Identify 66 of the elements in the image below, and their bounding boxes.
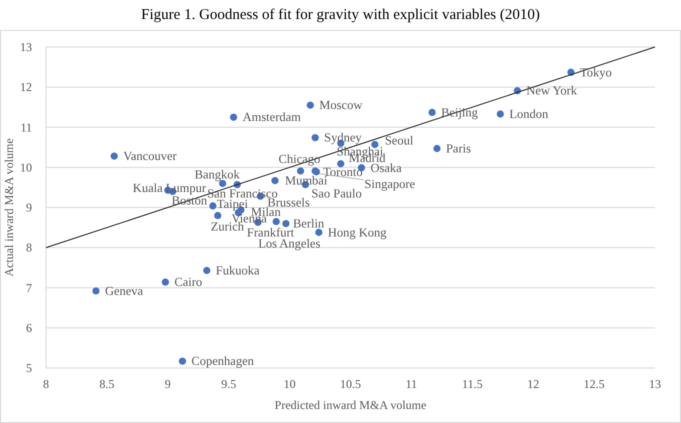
point	[272, 218, 280, 226]
point	[296, 167, 304, 175]
point	[433, 144, 441, 152]
point	[271, 177, 279, 184]
annotation: Tokyo	[580, 65, 612, 80]
annotation: Frankfurt	[246, 225, 295, 240]
x-tick-label: 12.5	[584, 377, 605, 391]
annotation: London	[509, 107, 549, 122]
point	[337, 160, 344, 168]
y-tick-label: 7	[26, 280, 32, 295]
x-tick-label: 8.5	[99, 377, 114, 391]
x-tick-label: 12	[527, 377, 540, 391]
annotation: Osaka	[370, 160, 402, 175]
y-axis-title: Actual inward M&A volume	[2, 138, 16, 277]
point	[312, 134, 319, 142]
x-axis-title: Predicted inward M&A volume	[274, 398, 426, 412]
y-tick-label: 11	[20, 120, 32, 134]
y-tick-label: 5	[26, 361, 32, 375]
x-tick-label: 9	[164, 377, 171, 391]
annotation: Amsterdam	[242, 110, 302, 124]
annotation: Vancouver	[123, 149, 178, 164]
annotation: Geneva	[104, 284, 144, 298]
annotation: Los Angeles	[258, 236, 320, 251]
annotation: Singapore	[364, 176, 416, 191]
chart-title: Figure 1. Goodness of fit for gravity with explicit variables (2010)	[141, 7, 540, 23]
point	[428, 108, 436, 116]
x-tick-label: 11	[406, 377, 418, 391]
annotation: Hong Kong	[328, 225, 388, 240]
annotation: Seoul	[384, 134, 414, 148]
annotation: Moscow	[319, 98, 362, 112]
point	[230, 114, 238, 121]
y-tick-label: 6	[26, 320, 32, 335]
point	[92, 287, 100, 295]
y-tick-label: 8	[26, 240, 32, 255]
point	[162, 278, 169, 286]
x-tick-label: 10	[284, 377, 296, 391]
annotation: Chicago	[278, 152, 320, 166]
annotation: New York	[526, 84, 578, 98]
point	[282, 220, 290, 228]
annotation: Paris	[446, 142, 472, 156]
x-tick-label: 11.5	[462, 377, 483, 391]
annotation: Kuala Lumpur	[132, 181, 207, 196]
point	[110, 152, 118, 160]
annotation: Copenhagen	[191, 354, 255, 368]
annotation: Cairo	[174, 275, 202, 290]
y-tick-label: 12	[20, 80, 32, 94]
y-tick-label: 10	[20, 160, 32, 174]
x-tick-label: 9.5	[221, 377, 236, 391]
point	[203, 266, 210, 274]
x-tick-label: 10.5	[340, 377, 361, 391]
point	[209, 202, 216, 210]
point	[315, 228, 322, 236]
point	[214, 212, 222, 220]
point	[306, 102, 314, 109]
annotation: Sao Paulo	[311, 186, 362, 201]
annotation: Fukuoka	[216, 263, 260, 278]
point	[496, 110, 504, 118]
annotation: Bangkok	[194, 167, 240, 182]
annotation: Berlin	[292, 216, 325, 231]
x-tick-label: 8	[43, 377, 49, 391]
annotation: Taipei	[216, 196, 248, 211]
y-tick-label: 13	[20, 40, 32, 54]
point	[178, 358, 186, 365]
annotation: Sydney	[324, 130, 362, 145]
x-tick-label: 13	[649, 377, 661, 391]
y-tick-label: 9	[26, 200, 32, 214]
